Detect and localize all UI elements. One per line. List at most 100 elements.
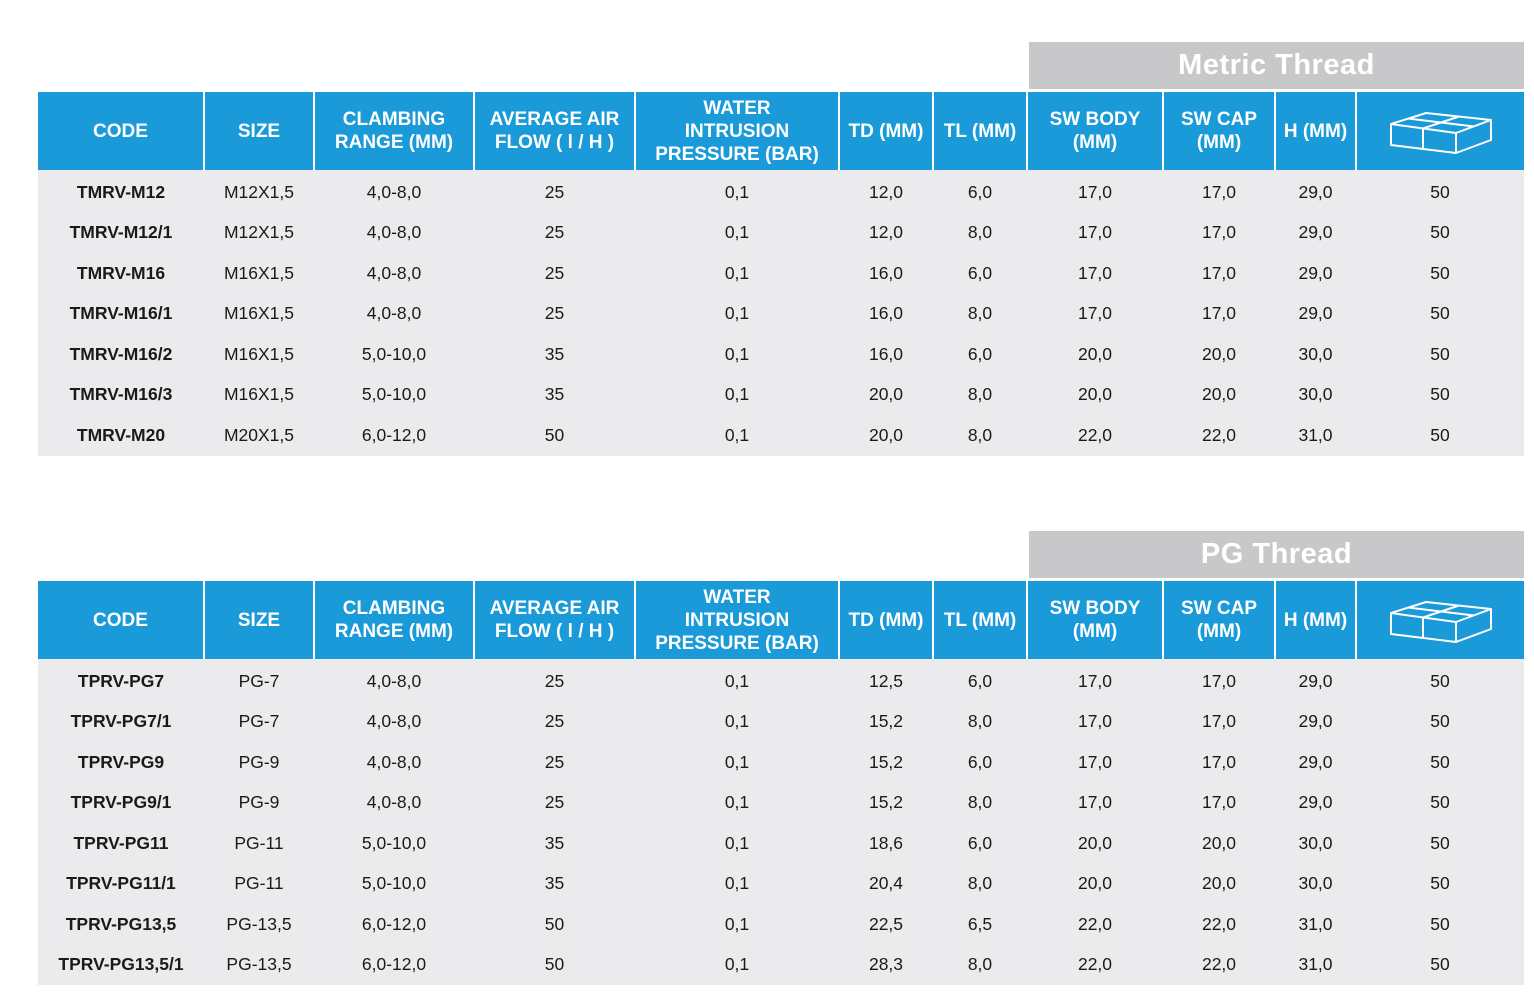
cell-td: 16,0 <box>839 293 933 334</box>
cell-sw-cap: 17,0 <box>1163 782 1275 823</box>
cell-sw-body: 22,0 <box>1027 415 1163 456</box>
cell-sw-cap: 20,0 <box>1163 334 1275 375</box>
header-row: CODE SIZE CLAMBING RANGE (MM) AVERAGE AIR F… <box>38 92 1524 170</box>
cell-average-air-flow: 25 <box>474 782 635 823</box>
table-row: TMRV-M16/2 M16X1,5 5,0-10,0 35 0,1 16,0 6,0 20,… <box>38 334 1524 375</box>
cell-td: 20,0 <box>839 415 933 456</box>
table-row: TPRV-PG13,5 PG-13,5 6,0-12,0 50 0,1 22,5 6,5 22… <box>38 904 1524 945</box>
cell-size: PG-13,5 <box>204 944 314 985</box>
cell-td: 28,3 <box>839 944 933 985</box>
cell-water-intrusion-pressure: 0,1 <box>635 742 839 783</box>
cell-sw-cap: 20,0 <box>1163 823 1275 864</box>
cell-tl: 6,0 <box>933 823 1027 864</box>
column-header-average-air-flow: AVERAGE AIR FLOW ( l / H ) <box>474 92 636 170</box>
cell-sw-body: 20,0 <box>1027 823 1163 864</box>
table-row: TPRV-PG11 PG-11 5,0-10,0 35 0,1 18,6 6,0 20,0 20… <box>38 823 1524 864</box>
cell-code: TPRV-PG9/1 <box>38 782 204 823</box>
cell-code: TPRV-PG13,5 <box>38 904 204 945</box>
column-header-clamping-range: CLAMBING RANGE (MM) <box>314 92 475 170</box>
cell-h: 30,0 <box>1275 823 1356 864</box>
cell-water-intrusion-pressure: 0,1 <box>635 253 839 294</box>
cell-water-intrusion-pressure: 0,1 <box>635 212 839 253</box>
column-header-tl: TL (MM) <box>933 581 1028 659</box>
cell-tl: 6,0 <box>933 170 1027 213</box>
cell-td: 22,5 <box>839 904 933 945</box>
cell-clamping-range: 4,0-8,0 <box>314 742 474 783</box>
cell-td: 15,2 <box>839 782 933 823</box>
cell-size: M16X1,5 <box>204 374 314 415</box>
table-row: TMRV-M12/1 M12X1,5 4,0-8,0 25 0,1 12,0 8,0 17,0… <box>38 212 1524 253</box>
column-header-td: TD (MM) <box>839 581 934 659</box>
cell-code: TPRV-PG7 <box>38 659 204 702</box>
cell-sw-cap: 20,0 <box>1163 863 1275 904</box>
cell-water-intrusion-pressure: 0,1 <box>635 170 839 213</box>
header-row: CODE SIZE CLAMBING RANGE (MM) AVERAGE AIR F… <box>38 581 1524 659</box>
cell-package-qty: 50 <box>1356 293 1524 334</box>
cell-sw-cap: 22,0 <box>1163 944 1275 985</box>
column-header-clamping-range: CLAMBING RANGE (MM) <box>314 581 475 659</box>
cell-package-qty: 50 <box>1356 782 1524 823</box>
cell-tl: 8,0 <box>933 293 1027 334</box>
cell-average-air-flow: 50 <box>474 415 635 456</box>
cell-td: 20,0 <box>839 374 933 415</box>
cell-sw-cap: 17,0 <box>1163 253 1275 294</box>
cell-h: 29,0 <box>1275 293 1356 334</box>
cell-sw-body: 20,0 <box>1027 374 1163 415</box>
cell-clamping-range: 5,0-10,0 <box>314 823 474 864</box>
cell-clamping-range: 4,0-8,0 <box>314 212 474 253</box>
package-box-icon <box>1389 112 1492 154</box>
column-header-sw-cap: SW CAP (MM) <box>1163 581 1276 659</box>
cell-tl: 8,0 <box>933 782 1027 823</box>
cell-water-intrusion-pressure: 0,1 <box>635 823 839 864</box>
cell-code: TMRV-M20 <box>38 415 204 456</box>
cell-td: 15,2 <box>839 742 933 783</box>
column-header-h: H (MM) <box>1275 92 1357 170</box>
column-header-code: CODE <box>38 92 205 170</box>
cell-package-qty: 50 <box>1356 212 1524 253</box>
cell-size: PG-11 <box>204 863 314 904</box>
cell-tl: 6,5 <box>933 904 1027 945</box>
cell-size: M12X1,5 <box>204 170 314 213</box>
cell-h: 29,0 <box>1275 170 1356 213</box>
cell-h: 29,0 <box>1275 659 1356 702</box>
table-row: TMRV-M16/3 M16X1,5 5,0-10,0 35 0,1 20,0 8,0 20,… <box>38 374 1524 415</box>
cell-sw-cap: 17,0 <box>1163 701 1275 742</box>
cell-code: TMRV-M16 <box>38 253 204 294</box>
cell-package-qty: 50 <box>1356 863 1524 904</box>
cell-h: 30,0 <box>1275 863 1356 904</box>
column-header-code: CODE <box>38 581 205 659</box>
cell-average-air-flow: 35 <box>474 863 635 904</box>
cell-td: 12,0 <box>839 170 933 213</box>
column-header-sw-cap: SW CAP (MM) <box>1163 92 1276 170</box>
cell-package-qty: 50 <box>1356 823 1524 864</box>
cell-size: PG-9 <box>204 782 314 823</box>
cell-average-air-flow: 50 <box>474 944 635 985</box>
cell-size: PG-13,5 <box>204 904 314 945</box>
column-header-package-qty <box>1356 581 1524 659</box>
cell-td: 15,2 <box>839 701 933 742</box>
cell-package-qty: 50 <box>1356 374 1524 415</box>
cell-sw-body: 22,0 <box>1027 904 1163 945</box>
cell-size: PG-9 <box>204 742 314 783</box>
cell-sw-cap: 17,0 <box>1163 659 1275 702</box>
table-row: TPRV-PG13,5/1 PG-13,5 6,0-12,0 50 0,1 28,3 8,0… <box>38 944 1524 985</box>
cell-tl: 8,0 <box>933 212 1027 253</box>
cell-average-air-flow: 35 <box>474 374 635 415</box>
column-header-td: TD (MM) <box>839 92 934 170</box>
cell-h: 29,0 <box>1275 742 1356 783</box>
table-row: TMRV-M16 M16X1,5 4,0-8,0 25 0,1 16,0 6,0 17,0 17… <box>38 253 1524 294</box>
cell-clamping-range: 4,0-8,0 <box>314 659 474 702</box>
cell-size: PG-7 <box>204 701 314 742</box>
cell-water-intrusion-pressure: 0,1 <box>635 863 839 904</box>
column-header-sw-body: SW BODY (MM) <box>1027 581 1164 659</box>
cell-sw-body: 17,0 <box>1027 742 1163 783</box>
cell-sw-cap: 17,0 <box>1163 212 1275 253</box>
cell-clamping-range: 6,0-12,0 <box>314 904 474 945</box>
cell-water-intrusion-pressure: 0,1 <box>635 944 839 985</box>
cell-code: TMRV-M16/3 <box>38 374 204 415</box>
cell-package-qty: 50 <box>1356 701 1524 742</box>
cell-tl: 8,0 <box>933 415 1027 456</box>
cell-water-intrusion-pressure: 0,1 <box>635 374 839 415</box>
cell-size: M16X1,5 <box>204 334 314 375</box>
cell-code: TMRV-M12/1 <box>38 212 204 253</box>
